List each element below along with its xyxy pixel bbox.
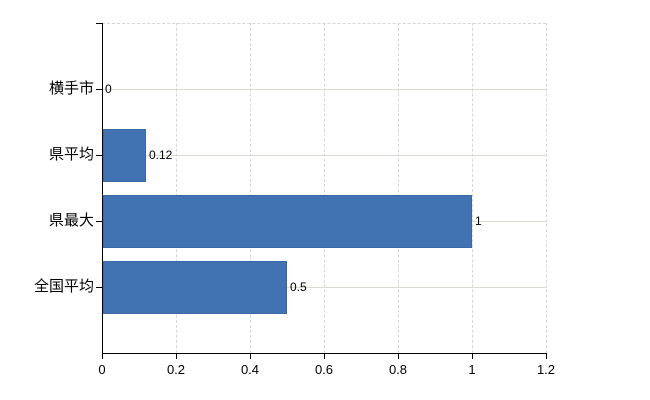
x-tick-label: 1 bbox=[468, 362, 476, 377]
x-tick-label: 0.8 bbox=[388, 362, 408, 377]
gridline-vertical bbox=[250, 23, 251, 353]
x-tick-label: 0.4 bbox=[240, 362, 260, 377]
category-label: 全国平均 bbox=[33, 278, 94, 295]
category-label: 県平均 bbox=[48, 146, 94, 163]
y-axis-tick bbox=[96, 155, 102, 156]
x-tick-label: 1.2 bbox=[536, 362, 556, 377]
x-axis-tick bbox=[546, 353, 547, 359]
x-axis-tick bbox=[250, 353, 251, 359]
data-label: 0 bbox=[105, 82, 112, 96]
x-axis-tick bbox=[398, 353, 399, 359]
x-axis-tick bbox=[176, 353, 177, 359]
data-label: 1 bbox=[475, 214, 482, 228]
data-label: 0.5 bbox=[290, 280, 307, 294]
gridline-vertical bbox=[472, 23, 473, 353]
bar bbox=[103, 261, 287, 314]
y-axis-line bbox=[102, 23, 103, 354]
data-label: 0.12 bbox=[149, 148, 173, 162]
y-axis-tick bbox=[96, 287, 102, 288]
plot-border-top bbox=[102, 23, 546, 24]
bar bbox=[103, 195, 472, 248]
x-axis-tick bbox=[472, 353, 473, 359]
gridline-vertical bbox=[398, 23, 399, 353]
x-axis-tick bbox=[102, 353, 103, 359]
bar bbox=[103, 129, 146, 182]
gridline-vertical bbox=[546, 23, 547, 353]
x-axis-tick bbox=[324, 353, 325, 359]
category-label: 横手市 bbox=[48, 80, 94, 97]
x-tick-label: 0.6 bbox=[314, 362, 334, 377]
category-label: 県最大 bbox=[48, 212, 94, 229]
y-axis-tick bbox=[96, 23, 102, 24]
y-axis-tick bbox=[96, 221, 102, 222]
x-tick-label: 0 bbox=[98, 362, 106, 377]
gridline-vertical bbox=[176, 23, 177, 353]
x-tick-label: 0.2 bbox=[166, 362, 186, 377]
gridline-vertical bbox=[324, 23, 325, 353]
y-axis-tick bbox=[96, 89, 102, 90]
